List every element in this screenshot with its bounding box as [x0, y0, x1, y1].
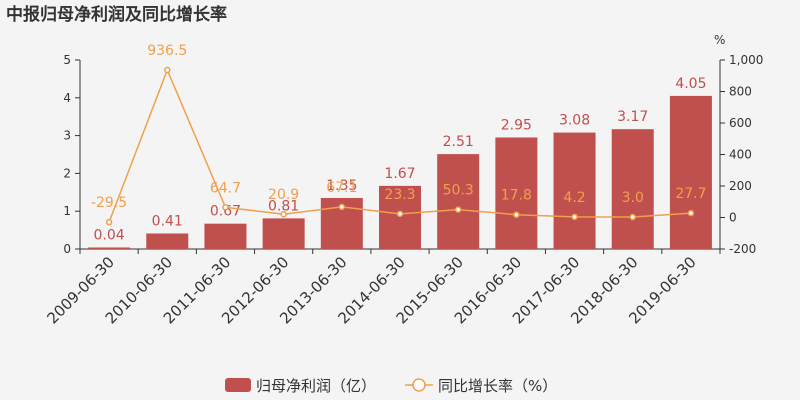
line-value-label: 3.0	[622, 190, 644, 206]
line-value-label: -29.5	[91, 195, 127, 211]
line-point	[396, 210, 404, 218]
y-right-tick-label: 800	[729, 85, 752, 99]
y-left-tick-label: 4	[63, 91, 71, 105]
line-value-label: 67.1	[326, 180, 357, 196]
legend-bar-swatch	[225, 378, 251, 392]
line-labels: -29.5 936.5 64.7 20.9 67.1 23.3 50.3 17.8 4.2 3.0…	[91, 43, 707, 211]
bar	[611, 129, 654, 249]
bar-value-label: 0.41	[152, 214, 183, 230]
line-point	[629, 213, 636, 221]
bar	[204, 223, 247, 249]
line-point	[454, 206, 462, 213]
line-point	[105, 218, 113, 226]
line-value-label: 4.2	[563, 190, 585, 206]
line-point	[687, 209, 695, 217]
bar	[553, 132, 596, 249]
bar-value-label: 4.05	[675, 76, 706, 92]
line-value-label: 20.9	[268, 187, 299, 203]
bar-value-label: 0.04	[94, 227, 125, 243]
y-right-tick-label: 600	[729, 116, 752, 130]
line-value-label: 17.8	[501, 188, 532, 204]
bar-labels: 0.040.410.67 0.811.351.672.512.95 3.08 3.17…	[94, 76, 707, 244]
bar-value-label: 3.08	[559, 113, 590, 129]
legend[interactable]: 归母净利润（亿） 同比增长率（%）	[225, 377, 557, 395]
bar	[146, 233, 189, 249]
line-value-label: 64.7	[210, 180, 241, 196]
chart-title: 中报归母净利润及同比增长率	[6, 4, 227, 25]
bar-value-label: 1.67	[384, 166, 415, 182]
y-left-tick-label: 0	[63, 242, 71, 256]
bar-series	[88, 95, 712, 249]
bar	[262, 218, 305, 249]
legend-line-marker	[412, 378, 426, 392]
y-left-tick-label: 1	[63, 204, 71, 218]
bar-value-label: 1.35	[326, 178, 357, 194]
line-point	[338, 203, 346, 211]
bar-value-label: 2.51	[443, 134, 474, 150]
bar-value-label: 3.17	[617, 109, 648, 125]
y-left-tick-label: 2	[63, 166, 71, 180]
bar	[379, 185, 421, 249]
bar	[437, 154, 480, 249]
line-value-label: 50.3	[443, 183, 474, 199]
bar	[88, 247, 131, 249]
line-value-label: 23.3	[384, 187, 415, 203]
line-series	[105, 66, 695, 226]
y-right-tick-label: 400	[729, 148, 752, 162]
line-point	[164, 66, 171, 74]
bar-value-label: 0.81	[268, 198, 299, 214]
x-axis-ticks: 2009-06-302010-06-302011-06-302012-06-30…	[44, 253, 700, 327]
line-point	[222, 204, 229, 211]
y-left-tick-label: 3	[63, 129, 71, 143]
line-point	[280, 210, 287, 218]
line-value-label: 936.5	[147, 43, 187, 59]
y-right-tick-label: 1,000	[729, 53, 763, 67]
bar	[669, 95, 712, 249]
y-left-tick-label: 5	[63, 53, 71, 67]
y2-unit-label: %	[714, 33, 725, 47]
bar-value-label: 2.95	[501, 117, 532, 133]
line-value-label: 27.7	[675, 186, 706, 202]
legend-line-label: 同比增长率（%）	[438, 377, 557, 395]
line-point	[513, 211, 520, 218]
y-right-tick-label: -200	[729, 242, 756, 256]
line-point	[571, 213, 578, 221]
bar	[495, 137, 538, 249]
legend-bar-label: 归母净利润（亿）	[256, 377, 376, 395]
y-right-tick-label: 0	[729, 211, 737, 225]
y-right-tick-label: 200	[729, 179, 752, 193]
